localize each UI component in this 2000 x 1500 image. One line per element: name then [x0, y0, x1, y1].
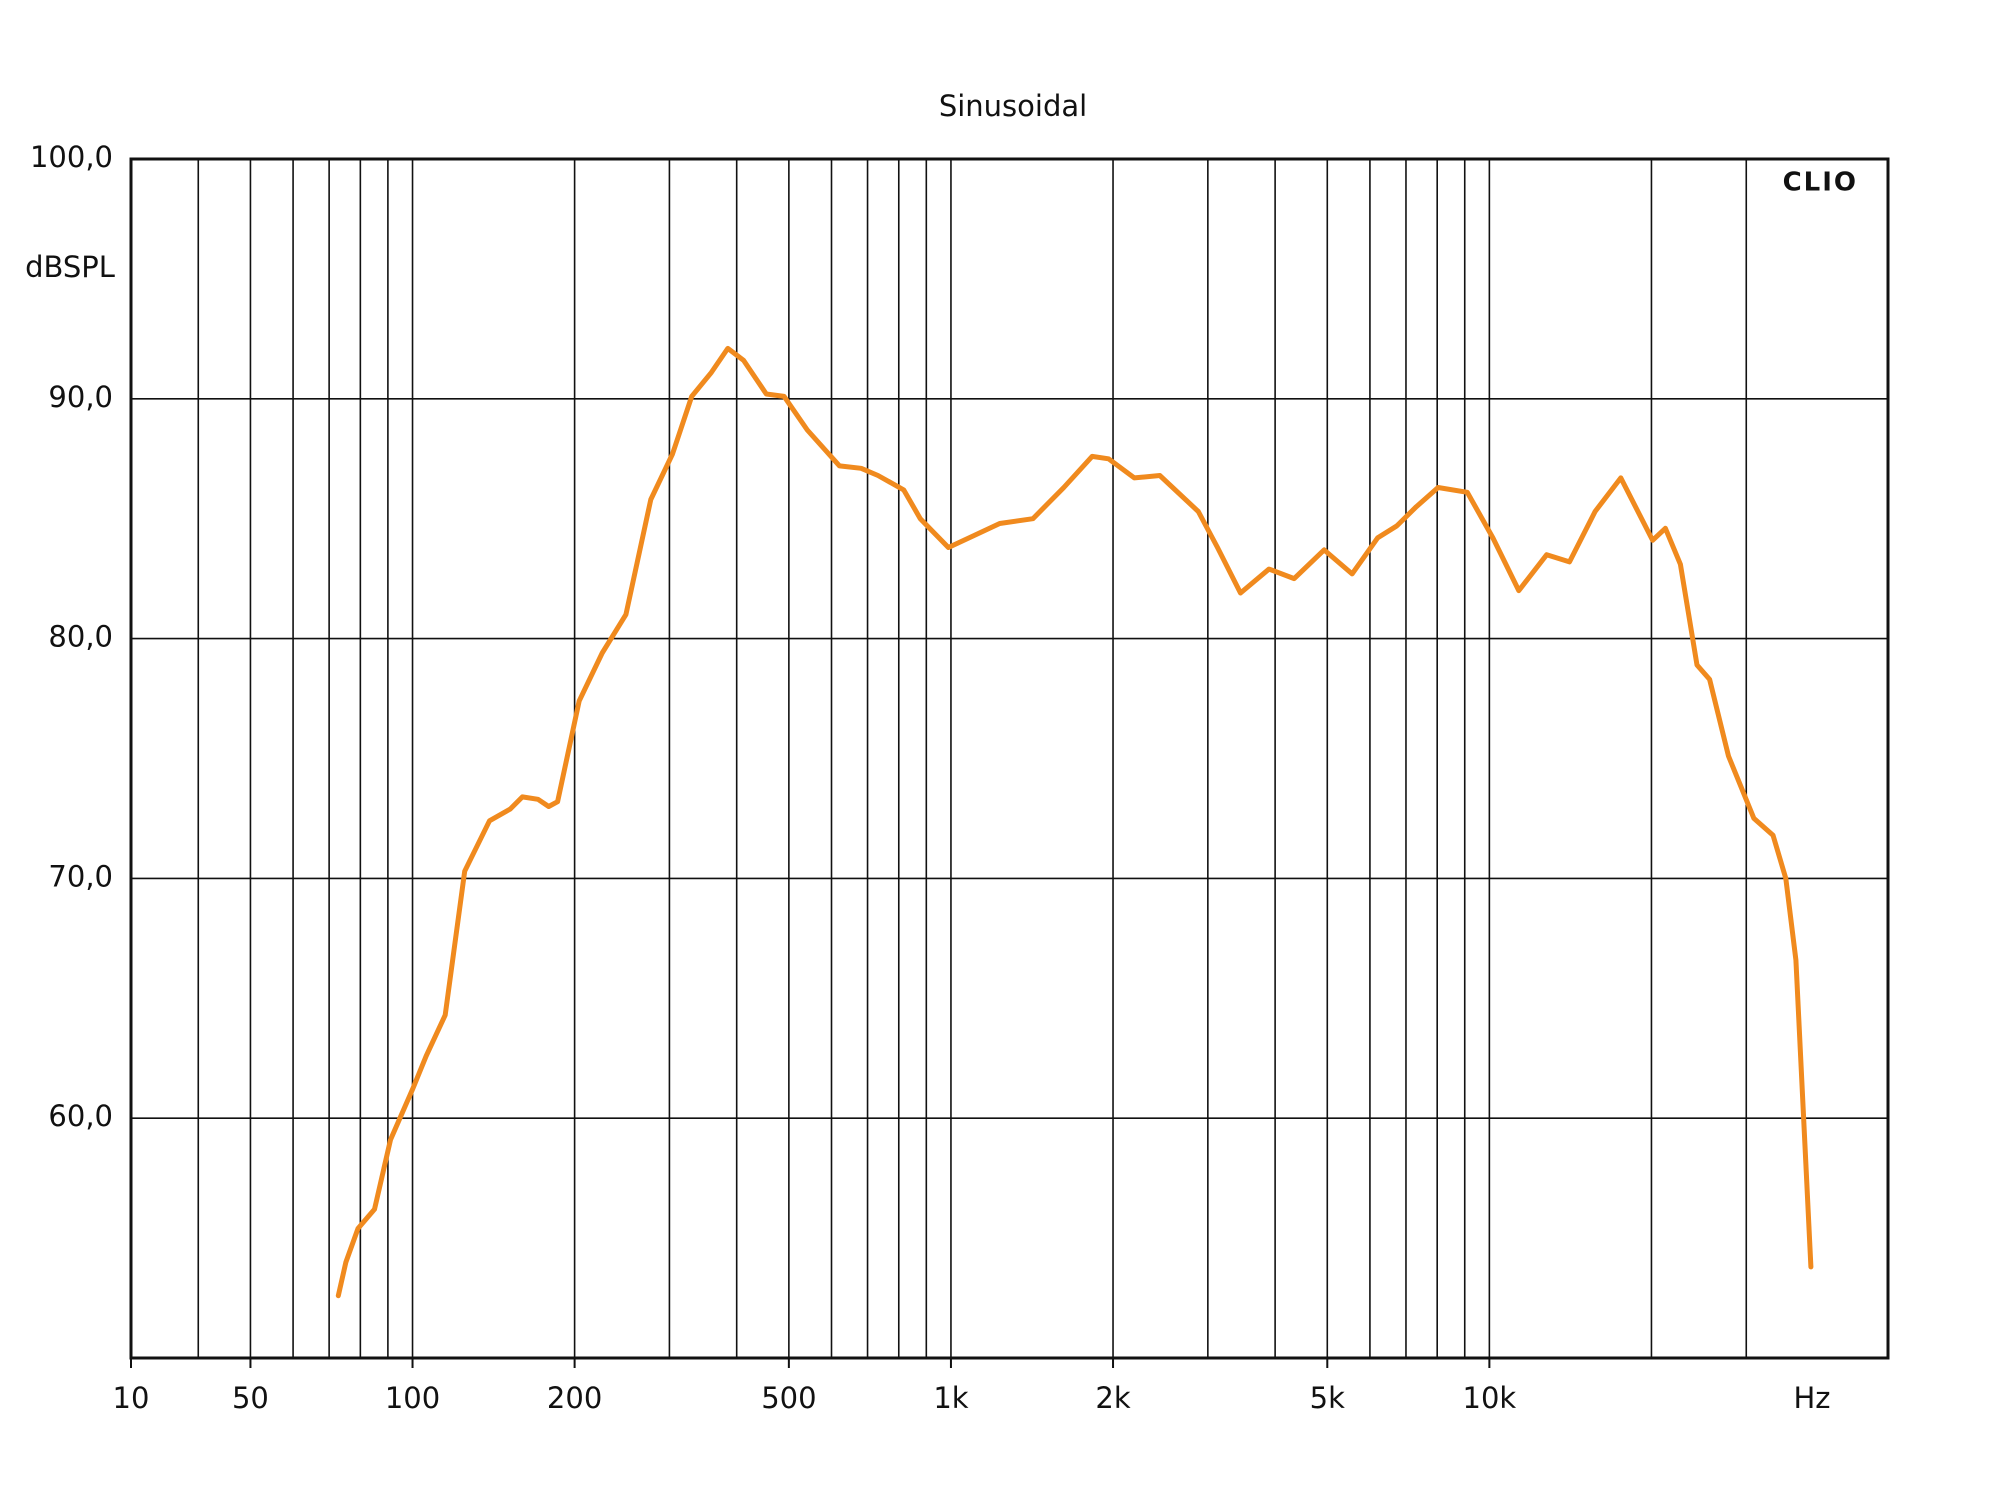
y-tick-label: 70,0: [48, 859, 113, 893]
x-tick-label: 500: [761, 1381, 816, 1415]
x-tick-label: 5k: [1310, 1381, 1345, 1415]
x-tick-label: 50: [232, 1381, 269, 1415]
y-tick-label: 80,0: [48, 620, 113, 654]
line-series: [335, 345, 1814, 1299]
logo: CLIO: [1783, 168, 1858, 198]
y-tick-label: 60,0: [48, 1099, 113, 1133]
y-tick-label: 100,0: [30, 140, 113, 174]
x-unit-label: Hz: [1793, 1381, 1830, 1415]
x-tick-label: 10: [113, 1381, 150, 1415]
x-tick-label: 10k: [1463, 1381, 1517, 1415]
x-tick-label: 1k: [933, 1381, 968, 1415]
x-tick-label: 2k: [1095, 1381, 1130, 1415]
plot-border: [129, 157, 1890, 1360]
x-tick-label: 100: [385, 1381, 440, 1415]
chart-title: Sinusoidal: [939, 89, 1087, 123]
y-axis-label: dBSPL: [25, 250, 115, 284]
y-tick-label: 90,0: [48, 380, 113, 414]
x-tick-label: 200: [547, 1381, 602, 1415]
